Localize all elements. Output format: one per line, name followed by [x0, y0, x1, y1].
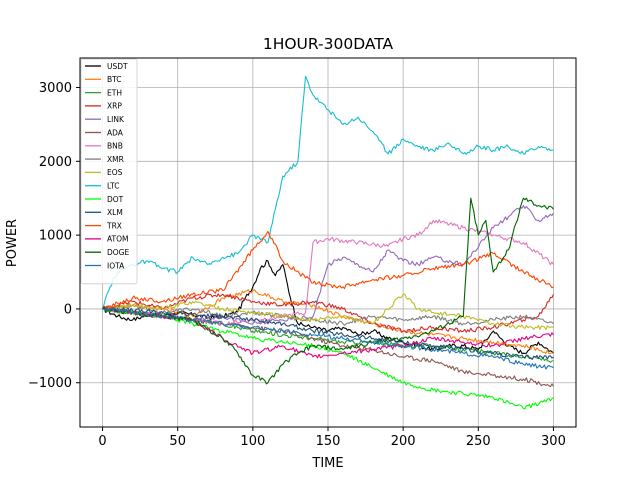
series-line-dot: [102, 306, 554, 410]
x-tick-label: 150: [316, 434, 341, 449]
y-tick-label: −1000: [28, 376, 72, 391]
x-tick-label: 200: [391, 434, 416, 449]
legend-label: BNB: [107, 142, 123, 151]
series-line-trx: [102, 230, 554, 310]
series-line-iota: [102, 307, 554, 370]
y-tick-label: 2000: [39, 155, 72, 170]
legend-label: BTC: [107, 75, 122, 84]
legend-label: ATOM: [107, 235, 129, 244]
legend-label: ETH: [107, 88, 122, 97]
x-axis-label: TIME: [311, 456, 343, 471]
x-tick-label: 0: [98, 434, 106, 449]
legend-label: XLM: [107, 208, 123, 217]
y-tick-label: 0: [64, 302, 72, 317]
legend-label: DOT: [107, 195, 124, 204]
legend-label: ADA: [107, 128, 124, 137]
series-line-ltc: [101, 75, 554, 310]
x-tick-label: 250: [466, 434, 491, 449]
y-axis-label: POWER: [5, 219, 20, 267]
series-line-eos: [102, 293, 554, 330]
legend-label: IOTA: [107, 261, 125, 270]
series-layer: [101, 75, 555, 410]
legend-label: LINK: [107, 115, 125, 124]
series-line-xmr: [102, 302, 554, 326]
legend-label: TRX: [106, 221, 122, 230]
legend-box: [80, 58, 138, 285]
x-tick-label: 300: [541, 434, 566, 449]
y-tick-label: 1000: [39, 229, 72, 244]
legend: USDT BTC ETH XRP LINK ADA BNB XMR EOS LTC DOT XLM TR…: [80, 58, 138, 285]
series-line-xrp: [102, 293, 555, 334]
legend-label: XMR: [107, 155, 124, 164]
legend-label: USDT: [107, 62, 128, 71]
axis-ticks: 0 50 100 150 200 250 300 −1000 0 1000 2000 3000: [28, 81, 566, 449]
x-tick-label: 100: [240, 434, 265, 449]
series-line-atom: [102, 307, 554, 359]
y-tick-label: 3000: [39, 81, 72, 96]
series-line-xlm: [102, 307, 554, 360]
legend-label: XRP: [107, 102, 122, 111]
legend-label: LTC: [107, 182, 120, 191]
legend-label: DOGE: [107, 248, 129, 257]
chart-title: 1HOUR-300DATA: [263, 35, 394, 53]
legend-label: EOS: [107, 168, 123, 177]
series-line-doge: [102, 197, 554, 385]
x-tick-label: 50: [169, 434, 186, 449]
